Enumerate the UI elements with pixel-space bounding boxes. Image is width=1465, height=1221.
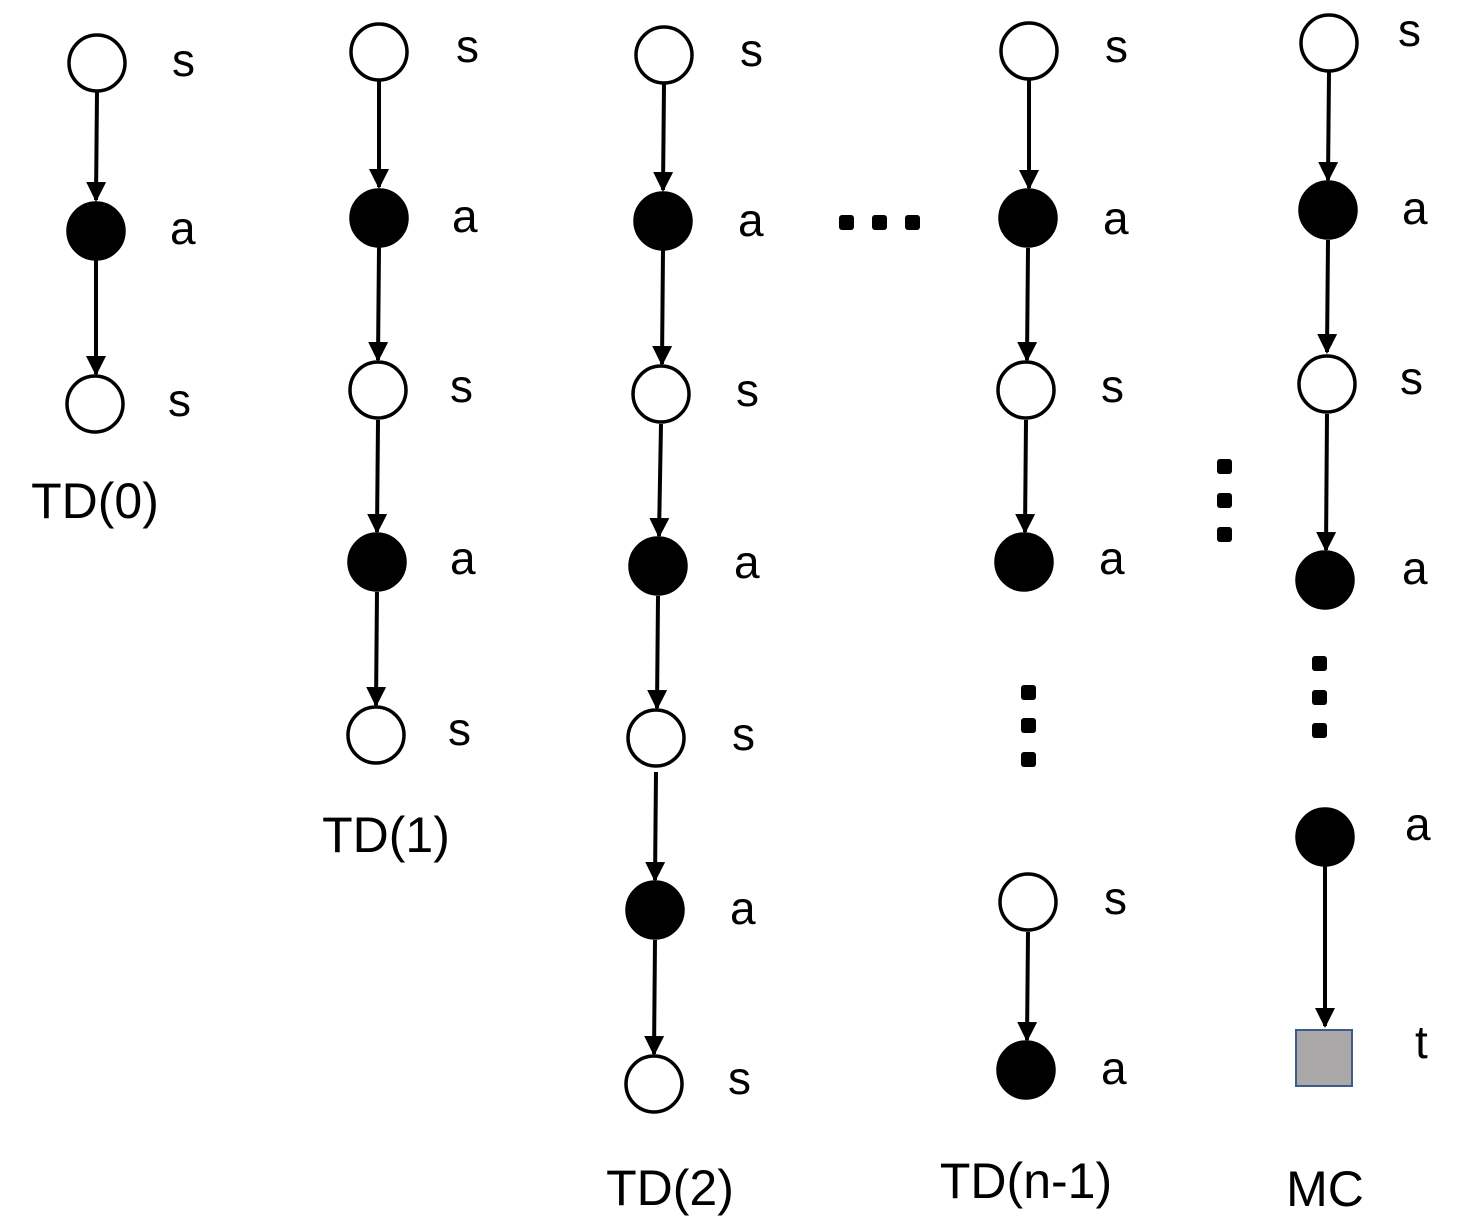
node-label: s — [732, 708, 755, 760]
edge — [1017, 247, 1038, 362]
edge — [367, 419, 388, 534]
edge — [652, 249, 673, 366]
state-node — [624, 1054, 684, 1114]
node-label: s — [448, 703, 471, 755]
vertical-ellipsis — [1312, 656, 1327, 738]
state-node — [65, 374, 125, 434]
node-label: s — [728, 1052, 751, 1104]
terminal-node — [1295, 1029, 1353, 1087]
action-node — [998, 188, 1058, 248]
edge — [1318, 71, 1339, 182]
edge — [1015, 419, 1036, 534]
edge — [1317, 239, 1338, 354]
state-node — [1297, 354, 1357, 414]
node-label: s — [172, 34, 195, 86]
state-node — [626, 708, 686, 768]
column-title: TD(1) — [322, 807, 450, 863]
edge — [368, 246, 389, 362]
node-label: a — [452, 190, 478, 242]
edge — [645, 771, 666, 882]
node-label: s — [1400, 352, 1423, 404]
node-label: a — [1101, 1042, 1127, 1094]
state-node — [348, 360, 408, 420]
state-node — [346, 705, 406, 765]
edges — [86, 71, 1339, 1056]
node-label: s — [1398, 4, 1421, 56]
state-node — [634, 25, 694, 85]
action-node — [633, 191, 693, 251]
action-node — [996, 1040, 1056, 1100]
column-td0: s a s TD(0) — [31, 33, 196, 529]
action-node — [1295, 550, 1355, 610]
state-node — [349, 22, 409, 82]
column-td2: s a s a s a s TD(2) — [606, 24, 764, 1216]
node-label: s — [740, 24, 763, 76]
node-label: a — [734, 536, 760, 588]
vertical-ellipsis — [1217, 459, 1232, 542]
ellipses — [839, 215, 1327, 767]
column-mc: s a s a a t MC — [1286, 4, 1431, 1217]
edge — [366, 591, 387, 707]
edge — [86, 91, 107, 202]
column-td1: s a s a s TD(1) — [322, 20, 479, 863]
node-label: a — [1405, 798, 1431, 850]
node-label: s — [1101, 360, 1124, 412]
node-label: s — [456, 20, 479, 72]
column-tdn1: s a s a s a TD(n-1) — [940, 20, 1129, 1209]
column-title: MC — [1286, 1161, 1364, 1217]
state-node — [1299, 13, 1359, 73]
state-node — [996, 360, 1056, 420]
column-title: TD(2) — [606, 1160, 734, 1216]
action-node — [1298, 180, 1358, 240]
action-node — [66, 201, 126, 261]
edge — [649, 423, 670, 538]
node-label: s — [450, 360, 473, 412]
node-label: s — [168, 374, 191, 426]
node-label: a — [738, 194, 764, 246]
node-label: a — [450, 532, 476, 584]
node-label: a — [170, 202, 196, 254]
action-node — [994, 532, 1054, 592]
node-label: s — [1104, 872, 1127, 924]
node-label: t — [1415, 1016, 1428, 1068]
node-label: a — [1402, 542, 1428, 594]
state-node — [67, 33, 127, 93]
action-node — [625, 880, 685, 940]
node-label: s — [1105, 20, 1128, 72]
column-title: TD(n-1) — [940, 1153, 1112, 1209]
action-node — [347, 532, 407, 592]
edge — [647, 595, 668, 710]
edge — [1017, 931, 1038, 1042]
horizontal-ellipsis — [839, 215, 920, 230]
edge — [644, 939, 665, 1056]
node-label: a — [1099, 532, 1125, 584]
node-label: s — [736, 364, 759, 416]
node-label: a — [1402, 182, 1428, 234]
action-node — [628, 536, 688, 596]
action-node — [349, 188, 409, 248]
column-title: TD(0) — [31, 473, 159, 529]
state-node — [631, 364, 691, 424]
node-label: a — [730, 882, 756, 934]
state-node — [999, 21, 1059, 81]
vertical-ellipsis — [1021, 685, 1036, 767]
action-node — [1295, 807, 1355, 867]
state-node — [998, 872, 1058, 932]
edge — [653, 83, 674, 192]
edge — [1316, 413, 1337, 552]
node-label: a — [1103, 192, 1129, 244]
